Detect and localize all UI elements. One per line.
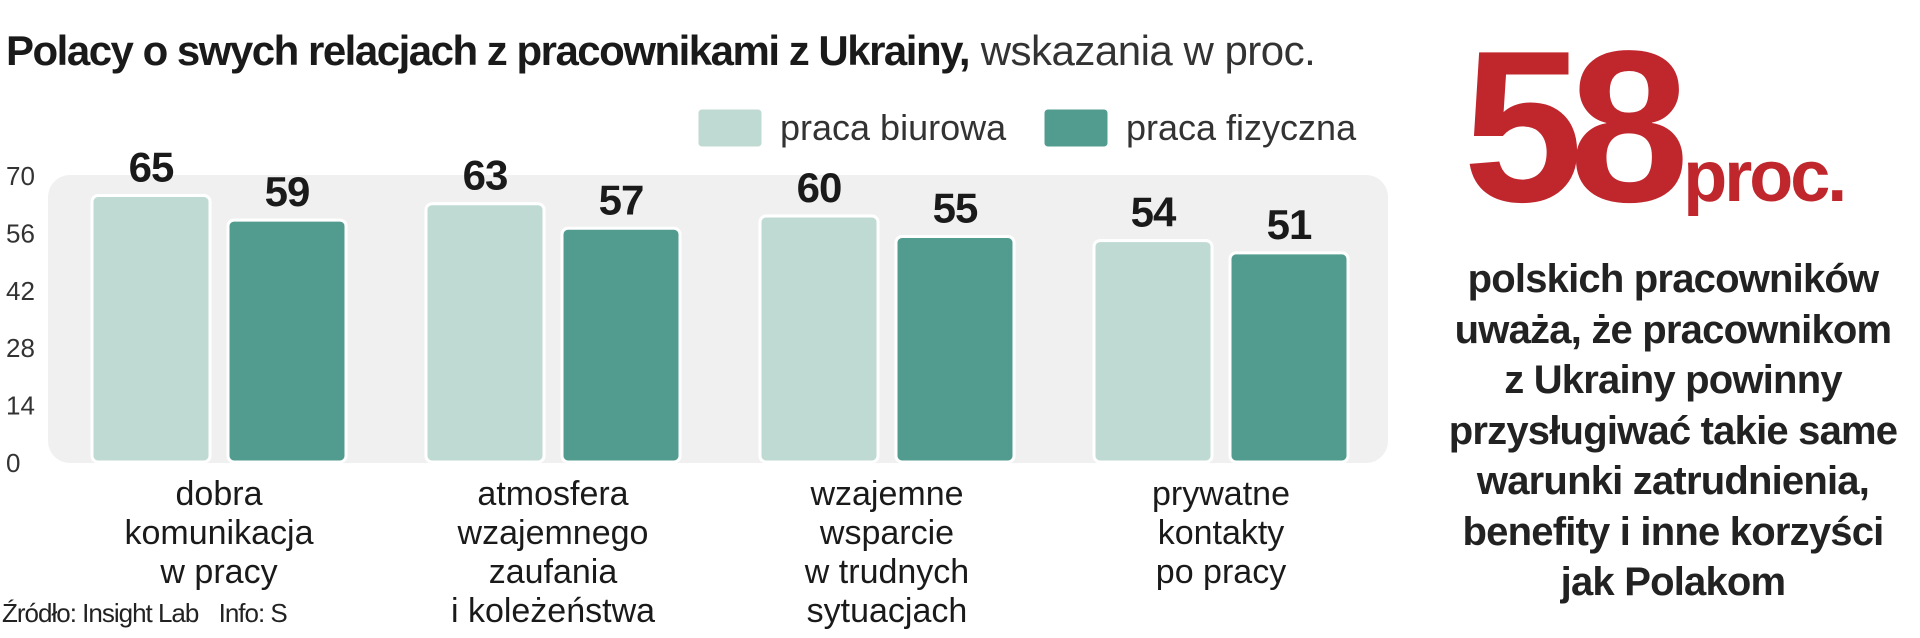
highlight-line: przysługiwać takie same: [1448, 408, 1898, 453]
bar: [1092, 239, 1214, 464]
highlight-line: polskich pracowników: [1467, 257, 1880, 301]
data-label: 60: [797, 164, 842, 211]
bar: [424, 202, 546, 464]
category-label: atmosfera: [477, 475, 628, 513]
highlight-line: jak Polakom: [1560, 560, 1786, 604]
y-tick-label: 14: [6, 391, 35, 421]
data-label: 51: [1267, 201, 1312, 248]
highlight-line: z Ukrainy powinny: [1504, 358, 1842, 402]
category-label: sytuacjach: [807, 592, 968, 630]
bar: [894, 235, 1016, 464]
chart-title: Polacy o swych relacjach z pracownikami …: [6, 27, 1316, 74]
bar-chart: 0 14 28 42 56 70 praca biurowa praca fizyczna 65…: [6, 106, 1388, 630]
category-label: prywatne: [1152, 475, 1290, 513]
legend-swatch: [1041, 106, 1111, 150]
bar: [226, 218, 348, 464]
data-label: 57: [599, 176, 644, 223]
y-tick-label: 0: [6, 448, 20, 478]
category-label: w trudnych: [804, 553, 969, 591]
highlight-line: benefity i inne korzyści: [1462, 509, 1885, 554]
y-tick-label: 42: [6, 276, 35, 306]
bar: [560, 226, 682, 464]
category-label: zaufania: [489, 553, 618, 591]
data-label: 54: [1131, 189, 1177, 236]
bar: [1228, 251, 1350, 464]
category-label: wsparcie: [819, 514, 954, 552]
category-label: wzajemnego: [457, 514, 649, 552]
category-label: i koleżeństwa: [451, 592, 655, 630]
legend-label: praca biurowa: [780, 107, 1007, 148]
y-tick-label: 70: [6, 161, 35, 191]
legend-swatch: [695, 106, 765, 150]
y-tick-label: 56: [6, 218, 35, 248]
info-label: Info: S: [218, 598, 288, 628]
category-label: w pracy: [159, 553, 277, 591]
data-label: 55: [933, 185, 978, 232]
highlight-line: warunki zatrudnienia,: [1476, 459, 1870, 503]
source-note: Źródło: Insight Lab Info: S: [2, 598, 288, 629]
data-label: 59: [265, 168, 310, 215]
category-label: po pracy: [1156, 553, 1286, 591]
y-tick-label: 28: [6, 333, 35, 363]
bar: [90, 194, 212, 464]
highlight-line: uważa, że pracownikom: [1454, 307, 1892, 352]
data-label: 65: [129, 144, 174, 191]
category-label: dobra: [176, 475, 263, 513]
category-label: kontakty: [1158, 514, 1285, 552]
bar: [758, 214, 880, 464]
legend-label: praca fizyczna: [1126, 107, 1357, 148]
highlight-description: polskich pracowników uważa, że pracowniko…: [1426, 254, 1920, 608]
source-label: Źródło: Insight Lab: [2, 598, 199, 628]
chart-title-unit: wskazania w proc.: [980, 27, 1316, 74]
category-label: komunikacja: [125, 514, 314, 552]
highlight-stat: 58 proc.: [1463, 18, 1847, 234]
highlight-number: 58: [1463, 5, 1689, 247]
highlight-unit: proc.: [1683, 137, 1847, 217]
data-label: 63: [463, 152, 508, 199]
chart-title-main: Polacy o swych relacjach z pracownikami …: [6, 27, 971, 74]
category-label: wzajemne: [809, 475, 963, 513]
plot-background: [48, 175, 1388, 463]
